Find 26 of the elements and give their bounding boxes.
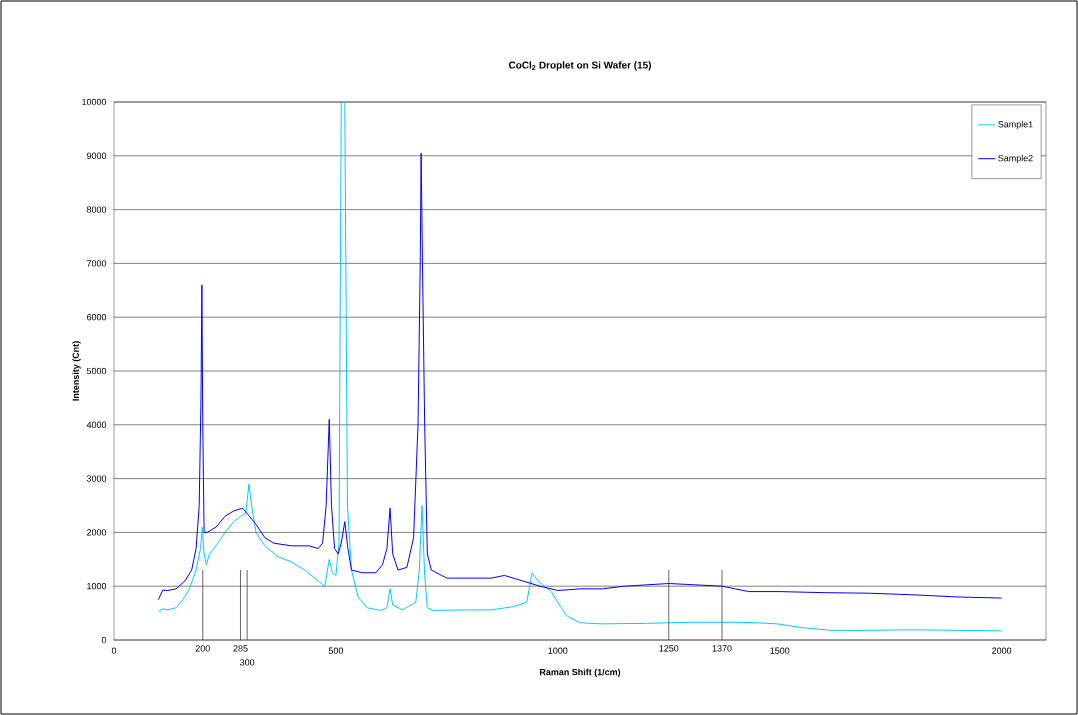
y-tick-label: 6000 — [87, 314, 107, 321]
x-axis-title: Raman Shift (1/cm) — [539, 668, 621, 678]
ref-line-label: 200 — [195, 645, 210, 652]
y-tick-label: 9000 — [86, 152, 107, 159]
y-tick-label: 5000 — [86, 367, 107, 375]
y-tick-label: 10000 — [82, 98, 107, 106]
x-tick-label: 1500 — [770, 647, 790, 654]
y-tick-label: 0 — [101, 636, 107, 644]
x-tick-label: 0 — [111, 647, 117, 654]
x-tick-label: 500 — [328, 647, 344, 654]
y-tick-label: 7000 — [87, 260, 107, 267]
ref-line-label: 1370 — [712, 645, 732, 652]
y-tick-label: 2000 — [87, 529, 107, 536]
y-tick-label: 1000 — [87, 583, 107, 590]
chart-title: CoCl$_{2}$ Droplet on Si Wafer (15) — [508, 61, 651, 71]
ref-line-label: 300 — [240, 659, 255, 666]
ref-line-label: 285 — [233, 645, 248, 652]
x-tick-label: 1000 — [548, 647, 568, 654]
y-tick-label: 3000 — [86, 475, 107, 482]
y-tick-label: 8000 — [86, 206, 107, 213]
y-axis-title: Intensity (Cnt) — [72, 341, 81, 401]
legend-label: Sample2 — [998, 154, 1033, 164]
ref-line-label: 1250 — [659, 645, 679, 652]
legend-label: Sample1 — [998, 120, 1033, 130]
x-tick-label: 2000 — [992, 647, 1012, 654]
y-tick-label: 4000 — [86, 421, 107, 428]
